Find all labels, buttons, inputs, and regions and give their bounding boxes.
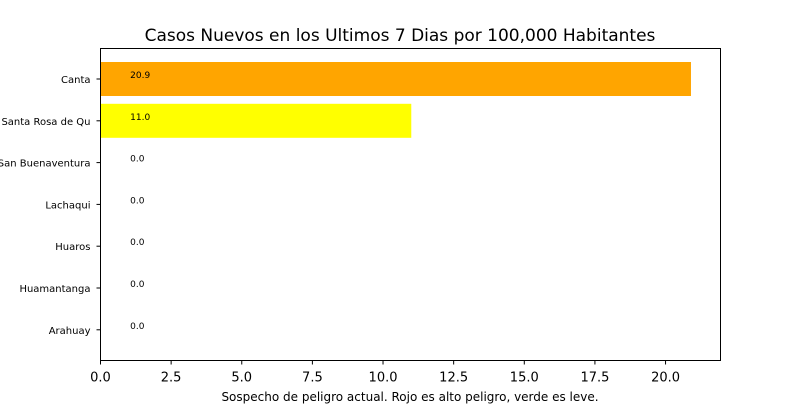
data-label: 0.0 [130,280,145,290]
plot-area: Canta 20.9 Santa Rosa de Qu 11.0 San Buenave… [0,62,691,386]
x-tick-label: 2.5 [161,371,182,386]
y-tick-label: Arahuay [49,326,91,337]
x-tick-label: 5.0 [231,371,252,386]
x-tick-label: 12.5 [439,371,468,386]
x-tick-label: 15.0 [510,371,539,386]
x-axis-label: Sospecho de peligro actual. Rojo es alto… [221,390,598,404]
x-tick-label: 0.0 [90,371,111,386]
y-tick-label: Lachaqui [45,200,90,211]
x-tick-label: 10.0 [369,371,398,386]
data-label: 0.0 [130,155,145,165]
y-tick-label: Canta [61,75,91,86]
y-tick-label: Huaros [55,242,90,253]
x-tick-label: 20.0 [651,371,680,386]
axes-frame [100,48,721,361]
chart-title: Casos Nuevos en los Ultimos 7 Dias por 1… [145,26,656,46]
data-label: 0.0 [130,322,145,332]
y-tick-label: San Buenaventura [0,159,91,170]
x-tick-label: 7.5 [302,371,323,386]
y-tick-label: Santa Rosa de Qu [1,117,90,128]
data-label: 0.0 [130,196,145,206]
bar [100,103,412,138]
y-tick-label: Huamantanga [19,284,90,295]
bar [100,62,691,96]
data-label: 11.0 [130,113,150,123]
data-label: 20.9 [130,71,150,81]
data-label: 0.0 [130,238,145,248]
x-tick-label: 17.5 [580,371,609,386]
